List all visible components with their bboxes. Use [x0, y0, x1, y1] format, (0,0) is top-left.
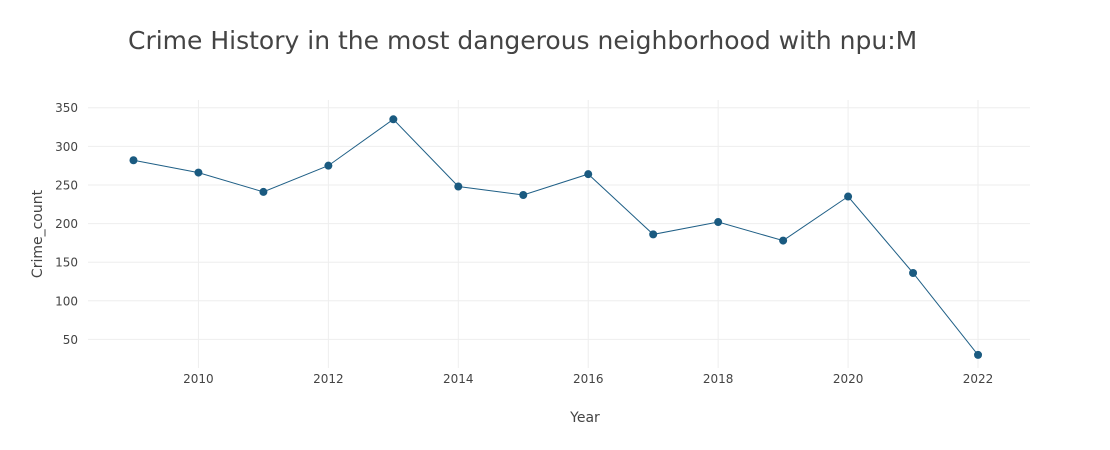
data-point — [714, 218, 723, 227]
x-tick-label: 2012 — [313, 372, 344, 386]
data-point — [779, 236, 788, 245]
data-point — [259, 187, 268, 196]
y-tick-label: 100 — [55, 294, 78, 308]
data-point — [389, 115, 398, 124]
data-point — [519, 190, 528, 199]
x-tick-label: 2016 — [573, 372, 604, 386]
series-line — [133, 118, 979, 356]
y-tick-label: 50 — [63, 333, 78, 347]
data-point — [584, 170, 593, 179]
x-tick-label: 2020 — [833, 372, 864, 386]
y-tick-labels: 50 100 150 200 250 300 350 — [55, 101, 78, 347]
y-tick-label: 250 — [55, 178, 78, 192]
data-point — [454, 182, 463, 191]
y-axis-label: Crime_count — [30, 189, 46, 278]
chart-title: Crime History in the most dangerous neig… — [128, 26, 918, 55]
data-point — [129, 156, 138, 165]
x-tick-label: 2018 — [703, 372, 734, 386]
x-axis-label: Year — [569, 410, 600, 426]
x-tick-label: 2014 — [443, 372, 474, 386]
x-tick-label: 2010 — [183, 372, 214, 386]
y-tick-label: 200 — [55, 217, 78, 231]
series-layer — [129, 115, 983, 359]
data-point — [324, 161, 333, 170]
grid-layer — [88, 100, 1030, 368]
data-point — [844, 192, 853, 201]
data-point — [194, 168, 203, 177]
data-point — [909, 269, 918, 278]
y-tick-label: 150 — [55, 256, 78, 270]
x-tick-label: 2022 — [963, 372, 994, 386]
x-tick-labels: 2010 2012 2014 2016 2018 2020 2022 — [183, 372, 993, 386]
data-point — [974, 350, 983, 359]
data-point — [649, 230, 658, 239]
y-tick-label: 300 — [55, 140, 78, 154]
y-tick-label: 350 — [55, 101, 78, 115]
